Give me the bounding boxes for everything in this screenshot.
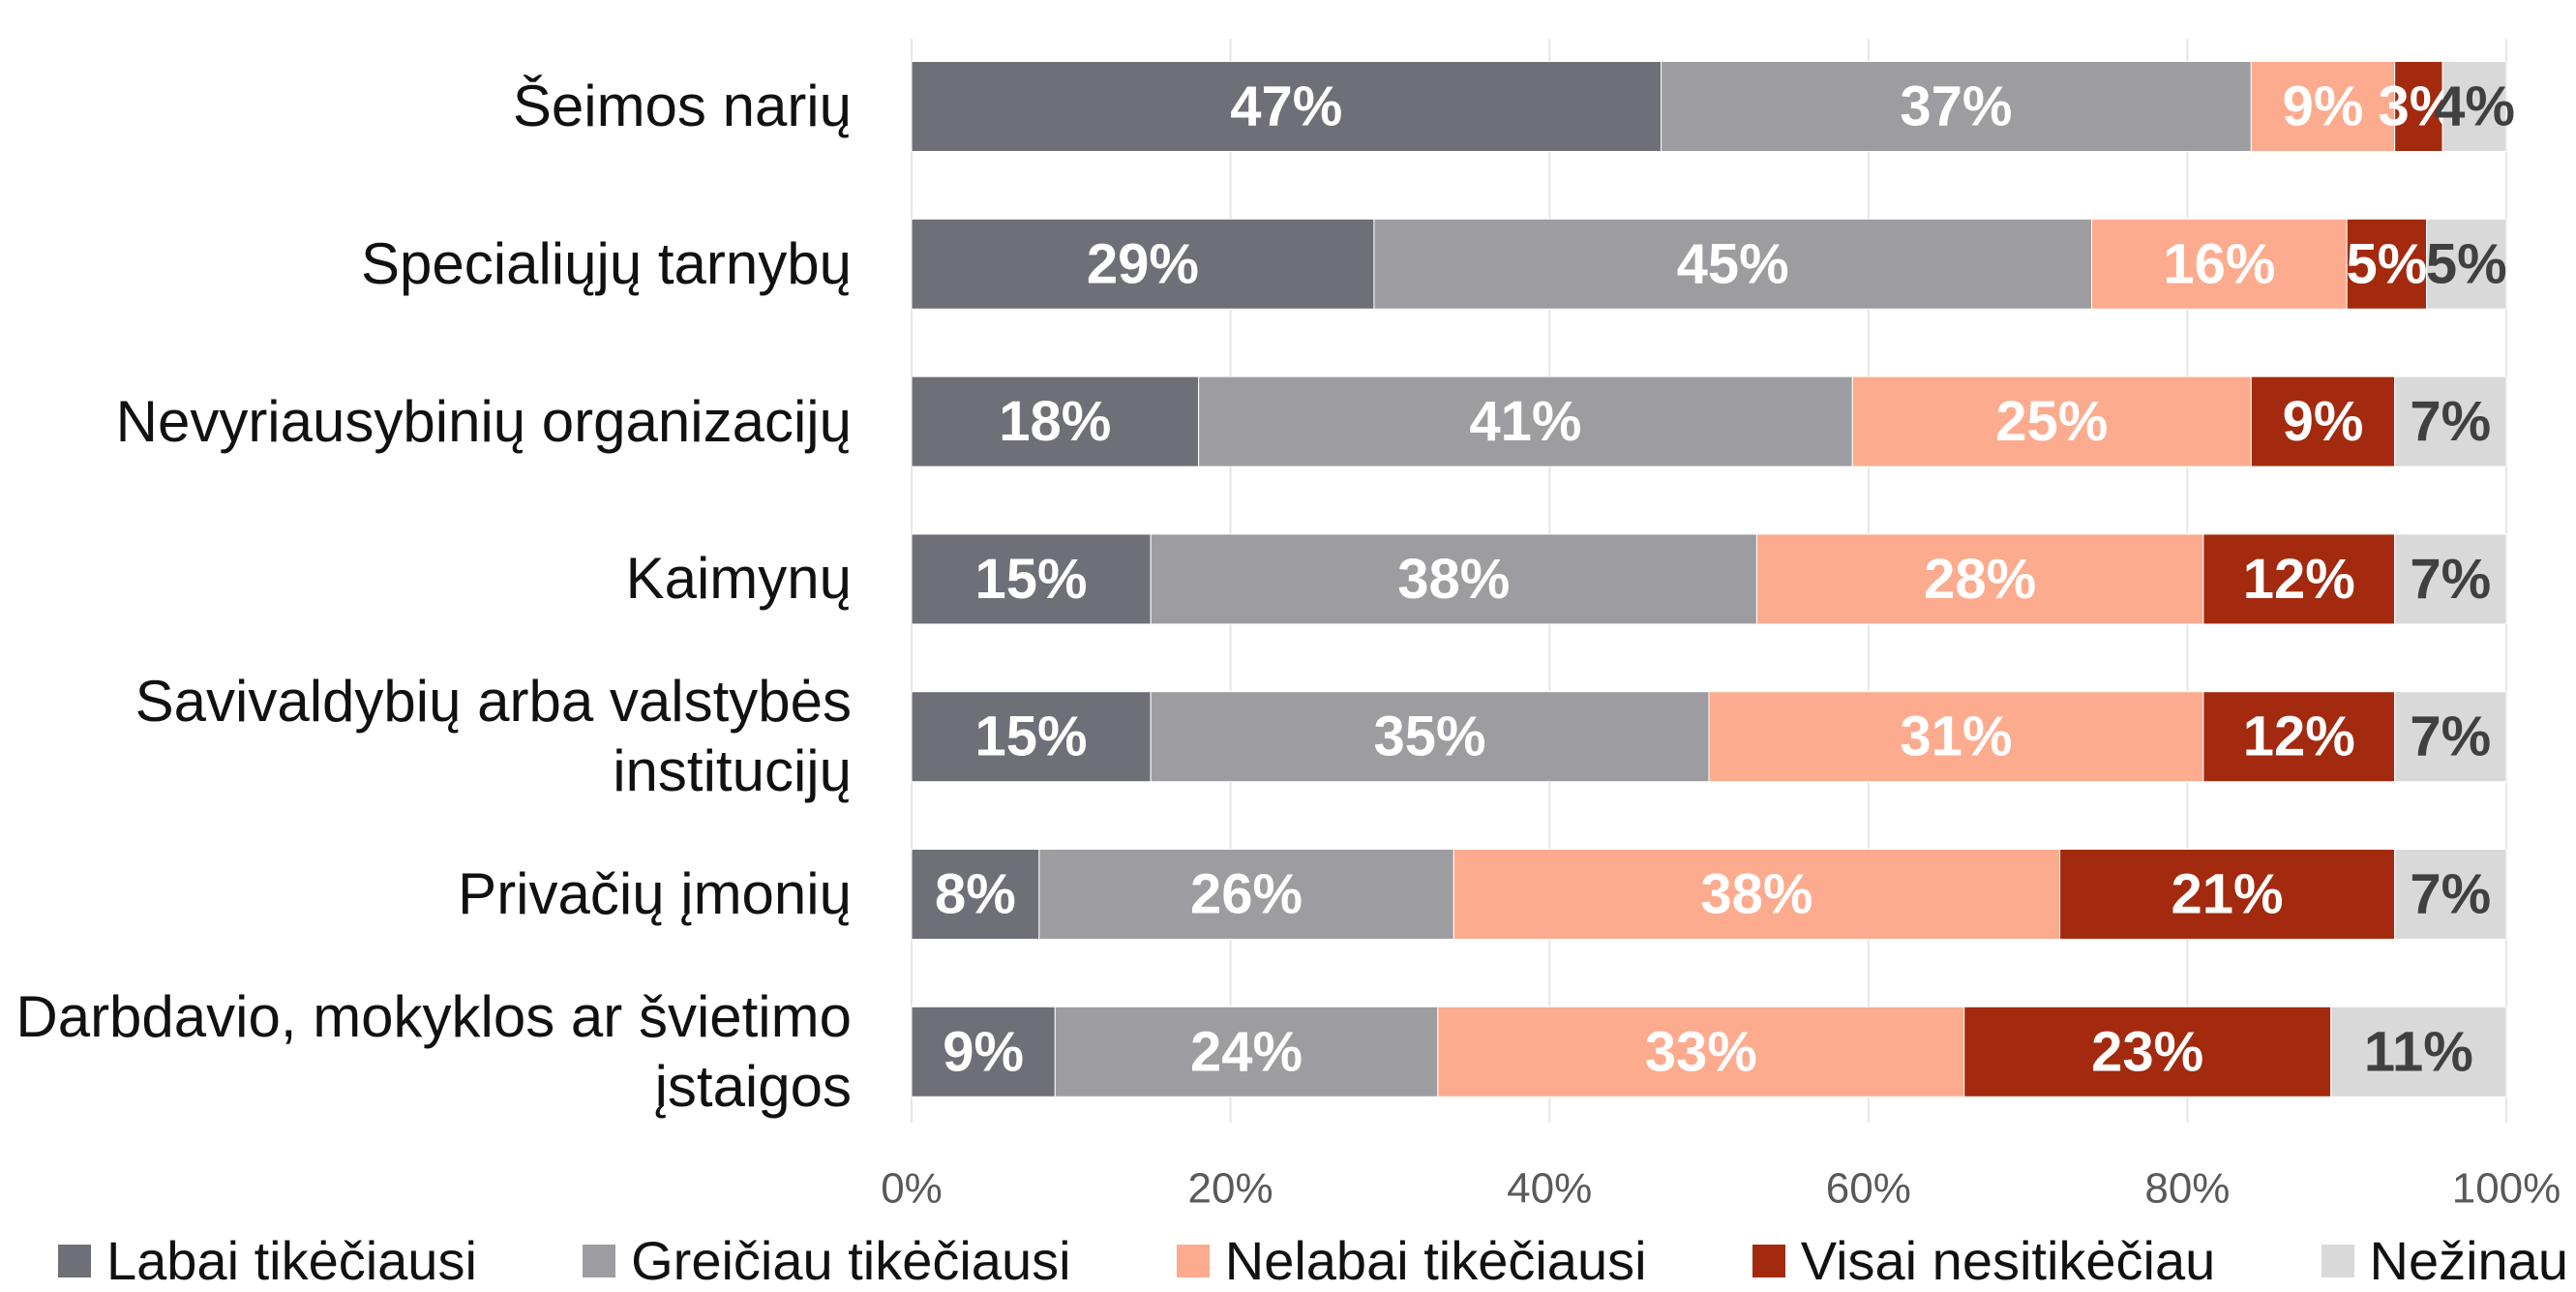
x-tick-label: 80% bbox=[2144, 1165, 2230, 1213]
legend-swatch bbox=[583, 1244, 616, 1277]
x-tick-label: 60% bbox=[1826, 1165, 1911, 1213]
legend-label: Nežinau bbox=[2369, 1230, 2568, 1291]
bar-segment bbox=[911, 849, 1040, 940]
data-label: 16% bbox=[2163, 232, 2275, 295]
bar-segment bbox=[2394, 376, 2507, 467]
data-label: 47% bbox=[1230, 75, 1342, 138]
data-label: 45% bbox=[1677, 232, 1789, 295]
legend-item: Labai tikėčiausi bbox=[58, 1229, 477, 1292]
category-label: Specialiųjų tarnybų bbox=[361, 230, 852, 296]
bar-segment bbox=[1453, 849, 2061, 940]
data-label: 38% bbox=[1700, 863, 1812, 926]
data-label: 31% bbox=[1900, 706, 2012, 768]
category-label: Darbdavio, mokyklos ar švietimo įstaigos bbox=[15, 983, 852, 1119]
bar-segment bbox=[2426, 218, 2507, 310]
data-label: 7% bbox=[2410, 706, 2491, 768]
data-label: 25% bbox=[1995, 390, 2108, 453]
data-label: 5% bbox=[2346, 232, 2427, 295]
bar-segment bbox=[2091, 218, 2348, 310]
bar-segment bbox=[1150, 533, 1757, 625]
data-label: 38% bbox=[1397, 548, 1510, 611]
data-label: 24% bbox=[1190, 1020, 1303, 1083]
bar-segment bbox=[1661, 61, 2252, 152]
data-label: 15% bbox=[975, 706, 1088, 768]
category-label: Savivaldybių arba valstybės institucijų bbox=[135, 669, 852, 804]
bar-segment bbox=[1963, 1006, 2332, 1097]
bar-segment bbox=[1054, 1006, 1439, 1097]
bar-segment bbox=[1038, 849, 1454, 940]
category-label: Nevyriausybinių organizacijų bbox=[115, 388, 852, 454]
bar-segment bbox=[2202, 533, 2396, 625]
data-label: 7% bbox=[2410, 548, 2491, 611]
bar-segment bbox=[2250, 376, 2396, 467]
data-label: 29% bbox=[1087, 232, 1199, 295]
legend: Labai tikėčiausi Greičiau tikėčiausi Nelab… bbox=[58, 1229, 2568, 1292]
data-label: 33% bbox=[1645, 1020, 1757, 1083]
data-label: 23% bbox=[2091, 1020, 2203, 1083]
bar-segment bbox=[2202, 691, 2396, 783]
bar-segment bbox=[911, 1006, 1056, 1097]
x-tick-label: 40% bbox=[1507, 1165, 1592, 1213]
data-label: 12% bbox=[2243, 548, 2355, 611]
bar-segment bbox=[1851, 376, 2252, 467]
data-label: 11% bbox=[2364, 1020, 2473, 1083]
bar-segment bbox=[2394, 533, 2507, 625]
data-label: 26% bbox=[1190, 863, 1303, 926]
data-label: 15% bbox=[975, 548, 1088, 611]
bar-segment bbox=[1437, 1006, 1965, 1097]
bar-segment bbox=[2250, 61, 2396, 152]
legend-swatch bbox=[1752, 1244, 1785, 1277]
x-tick-label: 100% bbox=[2452, 1165, 2561, 1213]
data-label: 4% bbox=[2434, 75, 2515, 138]
bar-segment bbox=[911, 61, 1662, 152]
legend-item: Visai nesitikėčiau bbox=[1752, 1229, 2216, 1292]
legend-label: Visai nesitikėčiau bbox=[1800, 1230, 2216, 1291]
category-label: Šeimos narių bbox=[512, 74, 852, 138]
data-label: 9% bbox=[2283, 390, 2364, 453]
data-label: 7% bbox=[2410, 390, 2491, 453]
legend-label: Labai tikėčiausi bbox=[106, 1230, 477, 1291]
data-label: 9% bbox=[943, 1020, 1024, 1083]
legend-swatch bbox=[58, 1244, 91, 1277]
data-label: 37% bbox=[1900, 75, 2012, 138]
bar-segment bbox=[911, 376, 1200, 467]
legend-item: Nelabai tikėčiausi bbox=[1176, 1229, 1647, 1292]
data-label: 8% bbox=[935, 863, 1016, 926]
data-label: 5% bbox=[2426, 232, 2507, 295]
data-label: 18% bbox=[999, 390, 1111, 453]
category-label: Kaimynų bbox=[625, 546, 852, 612]
bar-segment bbox=[2441, 61, 2507, 152]
category-label: Privačių įmonių bbox=[458, 861, 852, 926]
data-label: 35% bbox=[1374, 706, 1486, 768]
bar-segment bbox=[1755, 533, 2204, 625]
data-label: 7% bbox=[2410, 863, 2491, 926]
bar-segment bbox=[2394, 849, 2507, 940]
data-label: 9% bbox=[2283, 75, 2364, 138]
x-tick-label: 0% bbox=[881, 1165, 943, 1213]
bar-segment bbox=[911, 691, 1152, 783]
bar-segment bbox=[2394, 691, 2507, 783]
bar-segment bbox=[2330, 1006, 2507, 1097]
x-tick-label: 20% bbox=[1188, 1165, 1273, 1213]
legend-label: Greičiau tikėčiausi bbox=[631, 1230, 1071, 1291]
bar-segment bbox=[911, 533, 1152, 625]
data-label: 28% bbox=[1924, 548, 2036, 611]
legend-label: Nelabai tikėčiausi bbox=[1224, 1230, 1647, 1291]
bar-segment bbox=[1373, 218, 2093, 310]
legend-swatch bbox=[2321, 1244, 2354, 1277]
bar-segment bbox=[911, 218, 1375, 310]
data-label: 12% bbox=[2243, 706, 2355, 768]
bar-segment bbox=[1198, 376, 1853, 467]
legend-swatch bbox=[1176, 1244, 1210, 1277]
data-label: 21% bbox=[2172, 863, 2284, 926]
bar-segment bbox=[2059, 849, 2396, 940]
bar-segment bbox=[1150, 691, 1710, 783]
data-label: 41% bbox=[1469, 390, 1581, 453]
legend-item: Nežinau bbox=[2321, 1229, 2568, 1292]
legend-item: Greičiau tikėčiausi bbox=[583, 1229, 1071, 1292]
bar-segment bbox=[2346, 218, 2428, 310]
bar-segment bbox=[1708, 691, 2204, 783]
